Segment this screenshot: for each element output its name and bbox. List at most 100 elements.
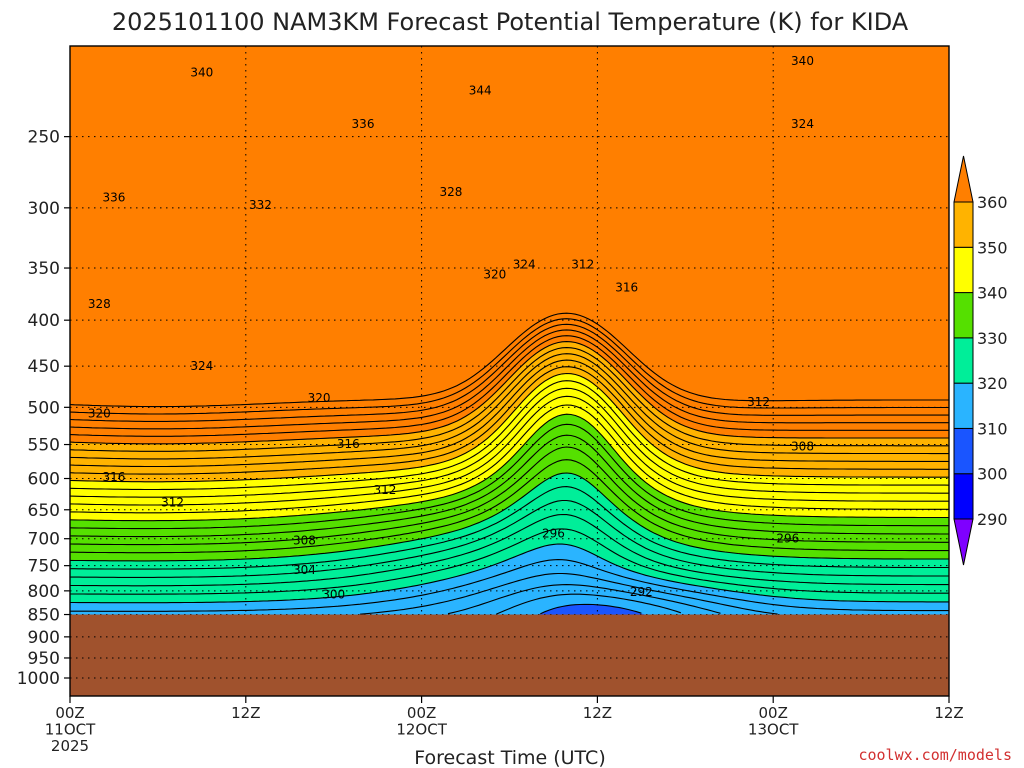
contour-label: 324 — [791, 117, 814, 131]
contour-label: 320 — [88, 407, 111, 421]
isentrope-line — [70, 559, 949, 612]
contour-label: 340 — [791, 54, 814, 68]
colorbar-segment — [953, 518, 974, 566]
colorbar-segment — [953, 201, 974, 248]
chart-title: 2025101100 NAM3KM Forecast Potential Tem… — [112, 8, 909, 36]
y-tick-label: 700 — [28, 530, 60, 550]
isentrope-contours — [70, 312, 949, 615]
contour-label: 308 — [791, 440, 814, 454]
colorbar-label: 290 — [977, 510, 1008, 529]
contour-label: 312 — [747, 395, 770, 409]
contour-label: 316 — [102, 470, 125, 484]
y-tick-label: 850 — [28, 606, 60, 626]
isentrope-line — [70, 341, 949, 445]
isentrope-line — [447, 584, 721, 615]
y-tick-label: 600 — [28, 470, 60, 490]
isentrope-line — [70, 353, 949, 460]
contour-label: 336 — [352, 117, 375, 131]
isentrope-line — [70, 404, 949, 514]
contour-label: 344 — [469, 83, 492, 97]
y-tick-label: 350 — [28, 259, 60, 279]
x-axis-label: Forecast Time (UTC) — [414, 747, 605, 768]
colorbar-segment — [953, 155, 974, 203]
plot-area: 340 344 340 336 324 336 332 328 324 312 320 316 328 3… — [70, 46, 949, 696]
isentrope-line — [70, 318, 949, 415]
colorbar-segment — [953, 473, 974, 520]
y-tick-label: 800 — [28, 582, 60, 602]
colorbar-segment — [953, 382, 974, 429]
isentrope-line — [70, 513, 949, 587]
contour-label: 296 — [776, 532, 799, 546]
isentrope-line — [70, 366, 949, 475]
contour-label: 320 — [308, 391, 331, 405]
colorbar-label: 320 — [977, 374, 1008, 393]
colorbar-label: 310 — [977, 419, 1008, 438]
colorbar-segment — [953, 292, 974, 339]
isentrope-line — [70, 459, 949, 554]
contour-label: 316 — [337, 437, 360, 451]
contour-label: 304 — [293, 563, 316, 577]
colorbar-label: 360 — [977, 193, 1008, 212]
contour-label: 308 — [293, 533, 316, 547]
isentrope-line — [70, 380, 949, 491]
ground-fill — [70, 614, 949, 696]
y-tick-label: 250 — [28, 128, 60, 148]
contour-label: 328 — [88, 297, 111, 311]
temperature-bands — [70, 46, 949, 615]
isentrope-line — [70, 372, 949, 483]
contour-label: 312 — [571, 258, 594, 272]
colorbar-segment — [953, 246, 974, 294]
contour-label: 340 — [190, 65, 213, 79]
isentrope-line — [70, 335, 949, 437]
y-tick-label: 650 — [28, 501, 60, 521]
colorbar-segment — [953, 427, 974, 475]
x-tick-label: 00Z — [55, 704, 84, 722]
y-tick-label: 300 — [28, 199, 60, 219]
contour-label: 324 — [190, 359, 213, 373]
isentrope-line — [70, 472, 949, 562]
contour-label: 292 — [630, 585, 653, 599]
y-tick-label: 400 — [28, 311, 60, 331]
colorbar: 290 300 310 320 330 340 350 360 — [953, 155, 1008, 566]
isentrope-line — [70, 543, 949, 604]
contour-label: 312 — [161, 495, 184, 509]
colorbar-label: 340 — [977, 284, 1008, 303]
colorbar-label: 350 — [977, 238, 1008, 257]
y-tick-label: 500 — [28, 398, 60, 418]
contour-label: 296 — [542, 527, 565, 541]
isentrope-line — [70, 312, 949, 408]
colorbar-segment — [953, 337, 974, 384]
isentrope-line — [70, 446, 949, 546]
y-tick-label: 1000 — [17, 669, 60, 689]
y-tick-label: 900 — [28, 628, 60, 648]
watermark: coolwx.com/models — [858, 746, 1012, 764]
x-tick-label: 11OCT — [45, 721, 96, 739]
contour-label: 316 — [615, 281, 638, 295]
contour-labels: 340 344 340 336 324 336 332 328 324 312 320 316 328 3… — [70, 54, 949, 679]
x-tick-label: 13OCT — [748, 721, 799, 739]
isentrope-line — [70, 359, 949, 468]
contour-label: 320 — [483, 268, 506, 282]
y-tick-label: 450 — [28, 357, 60, 377]
contour-label: 300 — [322, 588, 345, 602]
isentrope-line — [70, 347, 949, 452]
isentrope-line — [70, 329, 949, 430]
contour-label: 328 — [439, 185, 462, 199]
isentrope-line — [70, 387, 949, 498]
plot-frame — [69, 45, 950, 697]
x-tick-label: 12Z — [934, 704, 963, 722]
y-tick-label: 950 — [28, 649, 60, 669]
colorbar-label: 300 — [977, 465, 1008, 484]
isentrope-line — [360, 572, 778, 615]
contour-label: 312 — [374, 483, 397, 497]
isentrope-line — [70, 499, 949, 578]
x-tick-label: 12OCT — [396, 721, 447, 739]
contour-label: 332 — [249, 198, 272, 212]
isentrope-line — [540, 603, 642, 615]
contour-label: 336 — [102, 190, 125, 204]
x-tick-label: 2025 — [51, 737, 89, 755]
isentrope-line — [70, 395, 949, 506]
x-tick-label: 12Z — [231, 704, 260, 722]
isentrope-line — [70, 434, 949, 538]
